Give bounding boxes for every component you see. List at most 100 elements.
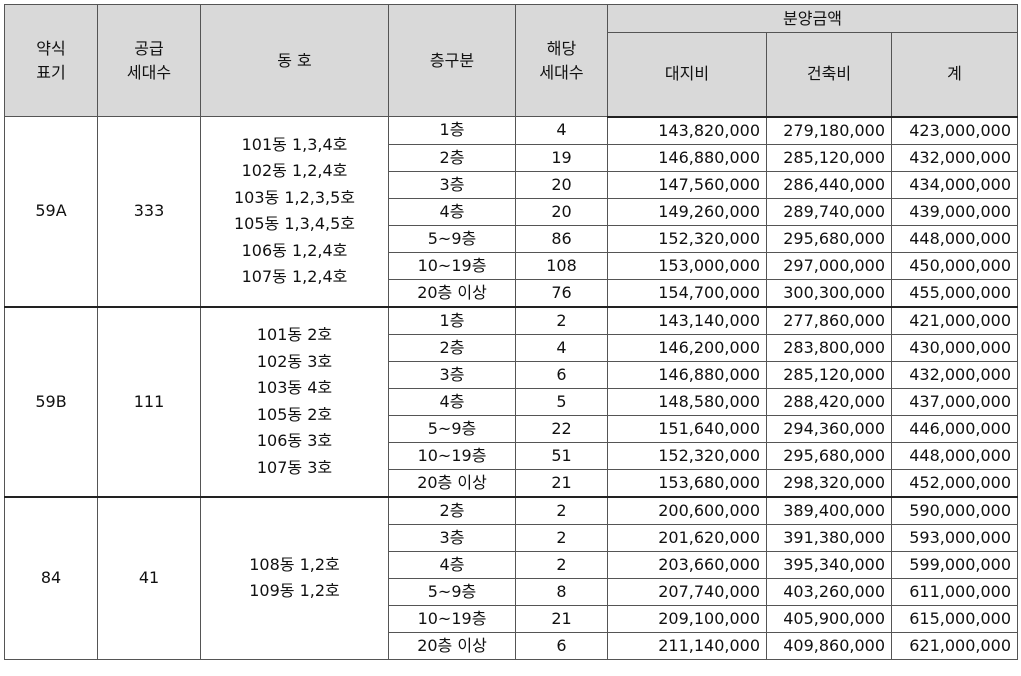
floor-cell: 1층 xyxy=(388,116,516,145)
units-cell: 2 xyxy=(515,523,608,552)
table-row: 20층 이상 76 154,700,000 300,300,000 455,000,00… xyxy=(5,278,1018,307)
land-cell: 203,660,000 xyxy=(607,550,767,579)
dongho-cell: 101동 1,3,4호 102동 1,2,4호 103동 1,2,3,5호 105동 … xyxy=(200,116,389,307)
dongho-line: 105동 2호 xyxy=(256,404,333,424)
build-cell: 279,180,000 xyxy=(766,116,892,145)
build-cell: 300,300,000 xyxy=(766,278,892,307)
units-cell: 2 xyxy=(515,495,608,525)
floor-cell: 4층 xyxy=(388,197,516,226)
header-land: 대지비 xyxy=(607,32,767,118)
units-cell: 86 xyxy=(515,224,608,253)
dongho-line: 107동 1,2,4호 xyxy=(241,267,348,287)
build-cell: 283,800,000 xyxy=(766,333,892,362)
build-cell: 294,360,000 xyxy=(766,414,892,443)
land-cell: 200,600,000 xyxy=(607,495,767,525)
header-floor: 층구분 xyxy=(388,4,516,117)
build-cell: 289,740,000 xyxy=(766,197,892,226)
table-row: 3층 20 147,560,000 286,440,000 434,000,000 xyxy=(5,170,1018,199)
units-cell: 22 xyxy=(515,414,608,443)
dongho-line: 101동 1,3,4호 xyxy=(241,134,348,154)
build-cell: 297,000,000 xyxy=(766,251,892,280)
floor-cell: 3층 xyxy=(388,170,516,199)
table-row: 59B 111 101동 2호 102동 3호 103동 4호 105동 2호 106동 3… xyxy=(4,305,1018,497)
table-row: 10~19층 51 152,320,000 295,680,000 448,000,00… xyxy=(5,441,1018,470)
total-cell: 432,000,000 xyxy=(891,143,1018,172)
table-row: 10~19층 108 153,000,000 297,000,000 450,000,0… xyxy=(5,251,1018,280)
dongho-line: 102동 1,2,4호 xyxy=(241,161,348,181)
floor-cell: 3층 xyxy=(388,360,516,389)
table-row: 10~19층 21 209,100,000 405,900,000 615,000,00… xyxy=(5,604,1018,633)
floor-cell: 4층 xyxy=(388,550,516,579)
dongho-line: 103동 4호 xyxy=(256,378,333,397)
land-cell: 146,880,000 xyxy=(607,360,767,389)
floor-cell: 5~9층 xyxy=(388,414,516,443)
total-cell: 421,000,000 xyxy=(891,305,1018,335)
floor-cell: 20층 이상 xyxy=(388,468,516,497)
units-cell: 2 xyxy=(515,550,608,579)
floor-cell: 10~19층 xyxy=(388,441,516,470)
land-cell: 146,200,000 xyxy=(607,333,767,362)
build-cell: 286,440,000 xyxy=(766,170,892,199)
total-cell: 448,000,000 xyxy=(891,224,1018,253)
total-cell: 611,000,000 xyxy=(891,577,1018,606)
units-cell: 6 xyxy=(515,631,608,660)
header-yak: 약식 표기 xyxy=(4,4,98,117)
table-row: 5~9층 86 152,320,000 295,680,000 448,000,000 xyxy=(5,224,1018,253)
header-units: 해당 세대수 xyxy=(515,4,608,117)
header-supply: 공급 세대수 xyxy=(97,4,201,117)
total-cell: 448,000,000 xyxy=(891,441,1018,470)
total-cell: 621,000,000 xyxy=(891,631,1018,660)
header-build: 건축비 xyxy=(766,32,892,118)
total-cell: 452,000,000 xyxy=(891,468,1018,497)
header-total: 계 xyxy=(891,32,1018,118)
total-cell: 599,000,000 xyxy=(891,550,1018,579)
units-cell: 21 xyxy=(515,468,608,497)
units-cell: 19 xyxy=(515,143,608,172)
land-cell: 153,000,000 xyxy=(607,251,767,280)
floor-cell: 10~19층 xyxy=(388,251,516,280)
build-cell: 403,260,000 xyxy=(766,577,892,606)
floor-cell: 5~9층 xyxy=(388,224,516,253)
floor-cell: 5~9층 xyxy=(388,577,516,606)
floor-cell: 1층 xyxy=(388,305,516,335)
dongho-line: 107동 3호 xyxy=(256,457,333,477)
table-row: 4층 2 203,660,000 395,340,000 599,000,000 xyxy=(5,550,1018,579)
units-cell: 20 xyxy=(515,197,608,226)
land-cell: 154,700,000 xyxy=(607,278,767,307)
build-cell: 395,340,000 xyxy=(766,550,892,579)
total-cell: 450,000,000 xyxy=(891,251,1018,280)
table-row: 2층 19 146,880,000 285,120,000 432,000,000 xyxy=(5,143,1018,172)
build-cell: 391,380,000 xyxy=(766,523,892,552)
table-body: 59A 333 101동 1,3,4호 102동 1,2,4호 103동 1,2,3,5… xyxy=(4,116,1018,660)
price-table: 약식 표기 공급 세대수 동 호 층구분 해당 세대수 분양금액 대지비 건축비… xyxy=(4,4,1018,660)
total-cell: 615,000,000 xyxy=(891,604,1018,633)
floor-cell: 2층 xyxy=(388,143,516,172)
dongho-line: 105동 1,3,4,5호 xyxy=(233,214,356,234)
supply-cell: 111 xyxy=(97,305,201,497)
land-cell: 211,140,000 xyxy=(607,631,767,660)
header-dongho: 동 호 xyxy=(200,4,389,117)
land-cell: 151,640,000 xyxy=(607,414,767,443)
land-cell: 143,820,000 xyxy=(607,116,767,145)
floor-cell: 10~19층 xyxy=(388,604,516,633)
build-cell: 389,400,000 xyxy=(766,495,892,525)
total-cell: 434,000,000 xyxy=(891,170,1018,199)
total-cell: 439,000,000 xyxy=(891,197,1018,226)
total-cell: 437,000,000 xyxy=(891,387,1018,416)
land-cell: 201,620,000 xyxy=(607,523,767,552)
units-cell: 4 xyxy=(515,333,608,362)
build-cell: 409,860,000 xyxy=(766,631,892,660)
dongho-line: 102동 3호 xyxy=(256,351,333,371)
floor-cell: 3층 xyxy=(388,523,516,552)
table-row: 4층 20 149,260,000 289,740,000 439,000,000 xyxy=(5,197,1018,226)
dongho-cell: 101동 2호 102동 3호 103동 4호 105동 2호 106동 3호 107동 … xyxy=(200,305,389,497)
land-cell: 149,260,000 xyxy=(607,197,767,226)
build-cell: 405,900,000 xyxy=(766,604,892,633)
land-cell: 209,100,000 xyxy=(607,604,767,633)
table-row: 84 41 108동 1,2호 109동 1,2호 2층 2 200,600,000 389,… xyxy=(4,495,1018,660)
units-cell: 4 xyxy=(515,116,608,145)
dongho-line: 109동 1,2호 xyxy=(249,581,340,600)
land-cell: 143,140,000 xyxy=(607,305,767,335)
type-cell: 84 xyxy=(4,495,98,660)
units-cell: 5 xyxy=(515,387,608,416)
